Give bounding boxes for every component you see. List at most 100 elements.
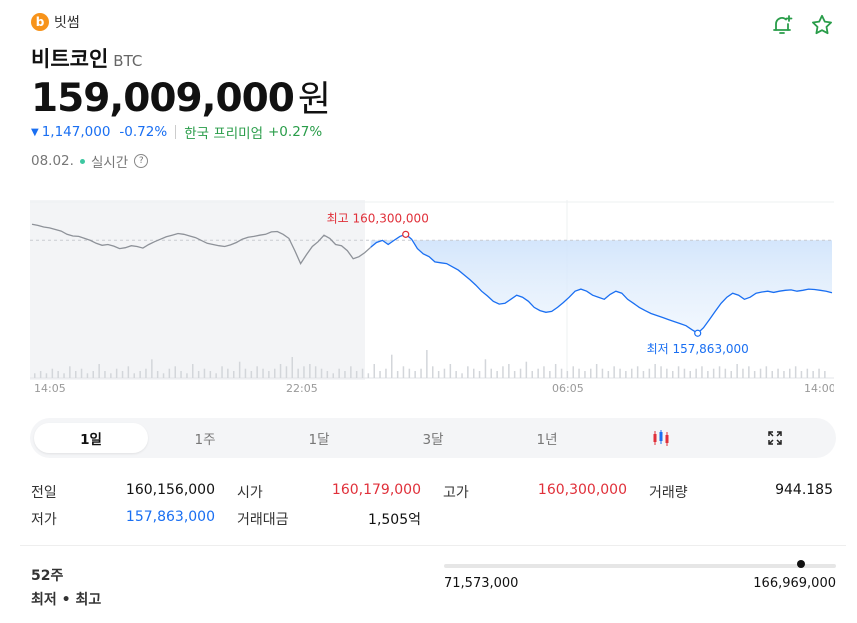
volume-bar <box>86 373 89 378</box>
prev-value: 160,156,000 <box>125 481 215 498</box>
volume-bar <box>619 368 621 378</box>
volume-label: 거래량 <box>649 484 688 501</box>
stats-row: 전일 160,156,000 시가 160,179,000 고가 160,300,00… <box>31 478 837 505</box>
volume-bar <box>279 364 282 378</box>
week52-title: 52주 <box>31 568 64 584</box>
prev-label: 전일 <box>31 484 57 501</box>
volume-bar <box>156 371 159 378</box>
volume-bar <box>800 371 803 378</box>
volume-bar <box>344 371 346 378</box>
volume-bar <box>274 368 276 378</box>
stats-table: 전일 160,156,000 시가 160,179,000 고가 160,300,00… <box>31 478 837 532</box>
volume-bar <box>98 364 100 378</box>
volume-bar <box>736 364 738 378</box>
tab-3m[interactable]: 3달 <box>422 432 444 448</box>
volume-bar <box>572 366 574 378</box>
volume-bar <box>145 368 147 378</box>
volume-bar <box>765 366 768 378</box>
volume-bar <box>314 366 317 378</box>
volume-bar <box>730 371 732 378</box>
volume-bar <box>777 368 779 378</box>
volume-bar <box>753 371 756 378</box>
volume-bars <box>34 350 826 378</box>
volume-bar <box>373 364 375 378</box>
week52-subtitle: 최저 • 최고 <box>31 592 102 608</box>
range-track <box>444 560 836 568</box>
volume-bar <box>45 373 48 378</box>
turnover-label: 거래대금 <box>237 511 289 528</box>
volume-bar <box>303 366 305 378</box>
volume-bar <box>648 368 651 378</box>
volume-bar <box>443 368 446 378</box>
volume-bar <box>496 371 498 378</box>
expand-button[interactable] <box>718 423 832 453</box>
volume-bar <box>297 368 299 378</box>
volume-bar <box>759 368 762 378</box>
volume-bar <box>560 368 563 378</box>
volume-bar <box>168 368 171 378</box>
volume-bar <box>221 366 223 378</box>
live-dot-icon <box>79 158 85 164</box>
volume-bar <box>437 371 440 378</box>
volume-bar <box>695 368 697 378</box>
volume-bar <box>432 366 434 378</box>
volume-bar <box>473 368 475 378</box>
volume-bar <box>57 371 59 378</box>
candlestick-button[interactable] <box>604 423 718 453</box>
volume-bar <box>350 366 352 378</box>
tab-1m[interactable]: 1달 <box>308 432 330 448</box>
volume-bar <box>162 373 165 378</box>
tab-1y[interactable]: 1년 <box>536 432 558 448</box>
volume-bar <box>806 368 809 378</box>
coin-title: 비트코인 BTC <box>31 43 142 73</box>
volume-bar <box>233 371 235 378</box>
current-price: 159,009,000 원 <box>31 70 331 122</box>
x-tick-label: 14:00 <box>804 382 834 395</box>
volume-bar <box>320 368 323 378</box>
candlestick-icon <box>653 430 669 446</box>
tab-1d[interactable]: 1일 <box>34 423 148 453</box>
volume-bar <box>391 354 393 378</box>
volume-bar <box>590 368 592 378</box>
volume-bar <box>478 371 481 378</box>
volume-bar <box>455 371 457 378</box>
volume-bar <box>215 373 217 378</box>
volume-bar <box>408 368 411 378</box>
volume-bar <box>402 366 405 378</box>
tab-1w[interactable]: 1주 <box>194 432 216 448</box>
volume-bar <box>683 368 686 378</box>
volume-bar <box>742 368 744 378</box>
premium-label[interactable]: 한국 프리미엄 <box>184 126 263 142</box>
date: 08.02. <box>31 153 74 169</box>
week52-min: 71,573,000 <box>444 576 519 591</box>
volume-bar <box>192 364 194 378</box>
price-unit: 원 <box>297 79 331 120</box>
realtime-label: 실시간 <box>90 155 129 171</box>
bell-plus-icon[interactable] <box>769 12 795 38</box>
price-chart[interactable]: 최고 160,300,000 최저 157,863,000 14:05 22:0… <box>30 200 836 400</box>
volume-bar <box>613 366 615 378</box>
x-tick-label: 22:05 <box>286 382 318 395</box>
down-arrow-icon: ▼ <box>31 126 39 138</box>
expand-icon <box>768 431 782 445</box>
high-label: 최고 160,300,000 <box>327 211 429 225</box>
volume-bar <box>783 371 785 378</box>
volume-bar <box>238 361 241 378</box>
volume-bar <box>256 366 258 378</box>
volume-bar <box>268 371 270 378</box>
volume-bar <box>812 371 814 378</box>
price-value: 159,009,000 <box>31 76 295 121</box>
exchange-name: 빗썸 <box>54 15 80 31</box>
volume-bar <box>203 368 206 378</box>
open-label: 시가 <box>237 484 263 501</box>
week52-label: 52주 최저 • 최고 <box>31 564 101 612</box>
volume-bar <box>151 359 153 378</box>
star-icon[interactable] <box>809 12 835 38</box>
volume-bar <box>794 366 797 378</box>
volume-bar <box>818 368 820 378</box>
volume-bar <box>771 371 773 378</box>
volume-bar <box>508 364 510 378</box>
volume-value: 944.185 <box>775 481 833 498</box>
help-icon[interactable]: ? <box>134 154 149 168</box>
premium-value: +0.27% <box>268 124 323 140</box>
